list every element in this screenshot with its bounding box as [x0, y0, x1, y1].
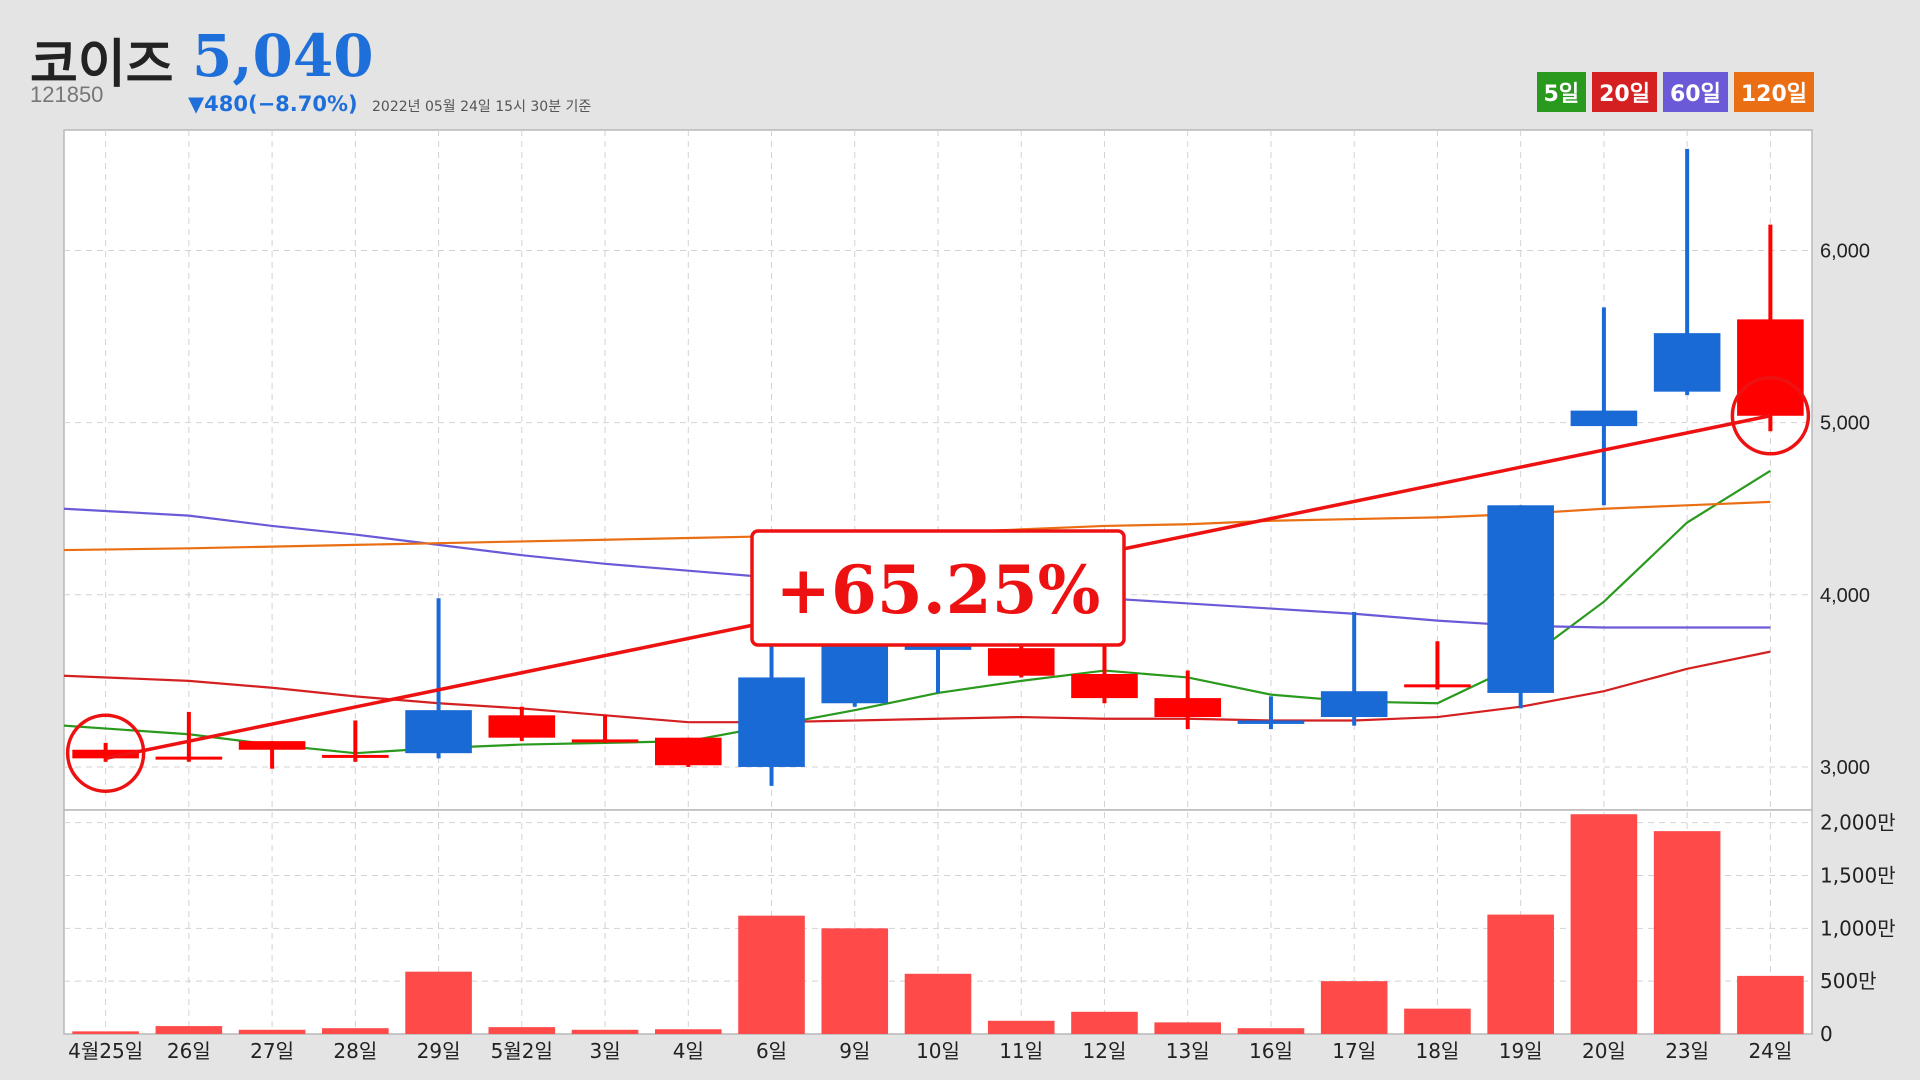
volume-bar [571, 1029, 639, 1034]
candle-body [72, 749, 139, 759]
x-tick-label: 4일 [673, 1039, 704, 1063]
legend-ma5: 5일 [1536, 72, 1587, 112]
highlight-circle [65, 713, 146, 793]
candle-body [1487, 505, 1554, 693]
volume-bar [1737, 975, 1804, 1034]
x-tick-label: 24일 [1748, 1039, 1792, 1063]
candle-body [488, 715, 556, 738]
legend-ma60: 60일 [1662, 72, 1728, 112]
volume-tick-label: 2,000만 [1820, 811, 1896, 835]
candle-body [1653, 333, 1721, 392]
x-tick-label: 23일 [1665, 1039, 1709, 1063]
ma-line-20일 [63, 650, 1771, 724]
candle-body [738, 677, 805, 767]
volume-bar [155, 1026, 223, 1034]
volume-bar [322, 1028, 389, 1034]
x-tick-label: 11일 [999, 1039, 1043, 1063]
x-tick-label: 13일 [1166, 1039, 1210, 1063]
candle-body [405, 710, 472, 754]
volume-bar [405, 971, 472, 1034]
volume-bar [654, 1029, 722, 1034]
volume-bar [72, 1031, 139, 1034]
candle-body [1570, 410, 1638, 427]
candle-body [155, 756, 223, 760]
volume-bar [238, 1029, 306, 1034]
legend-ma120: 120일 [1733, 72, 1814, 112]
current-price: 5,040 [192, 22, 374, 90]
stock-code: 121850 [30, 82, 104, 107]
x-tick-label: 18일 [1415, 1039, 1459, 1063]
volume-bar [488, 1027, 556, 1034]
price-tick-label: 3,000 [1820, 757, 1870, 779]
candle-body [1237, 720, 1305, 724]
volume-tick-label: 500만 [1820, 969, 1877, 993]
candle-body [1404, 684, 1471, 688]
x-tick-label: 10일 [916, 1039, 960, 1063]
x-tick-label: 17일 [1332, 1039, 1376, 1063]
volume-tick-label: 0 [1820, 1022, 1833, 1046]
candle-body [1320, 691, 1388, 718]
x-tick-label: 27일 [250, 1039, 294, 1063]
candle-body [571, 739, 639, 743]
price-change: ▼480(−8.70%) [188, 92, 358, 116]
volume-bar [1487, 914, 1554, 1034]
volume-bar [987, 1020, 1055, 1034]
x-tick-label: 9일 [839, 1039, 870, 1063]
volume-bar [1320, 981, 1388, 1034]
volume-bar [1071, 1011, 1138, 1034]
candle-body [238, 741, 306, 750]
x-tick-label: 28일 [333, 1039, 377, 1063]
price-tick-label: 6,000 [1820, 241, 1870, 263]
gain-annotation-label: +65.25% [776, 551, 1101, 629]
x-tick-label: 20일 [1582, 1039, 1626, 1063]
volume-tick-label: 1,000만 [1820, 916, 1896, 940]
volume-bar [1237, 1028, 1305, 1034]
x-tick-label: 12일 [1083, 1039, 1127, 1063]
candle-body [322, 754, 389, 758]
moving-average-legend: 5일 20일 60일 120일 [1536, 72, 1814, 112]
x-tick-label: 19일 [1499, 1039, 1543, 1063]
volume-bar [1570, 814, 1638, 1034]
x-tick-label: 5월2일 [491, 1039, 553, 1063]
volume-bar [904, 973, 972, 1034]
volume-bar [821, 928, 889, 1034]
x-tick-label: 26일 [167, 1039, 211, 1063]
candle-body [1154, 698, 1222, 718]
x-tick-label: 16일 [1249, 1039, 1293, 1063]
x-tick-label: 3일 [589, 1039, 620, 1063]
candle-body [1737, 319, 1804, 416]
candle-body [821, 643, 889, 704]
highlight-circle [1730, 376, 1811, 456]
stock-name: 코이즈 [30, 35, 174, 95]
candle-body [654, 737, 722, 766]
x-tick-label: 4월25일 [68, 1039, 143, 1063]
volume-tick-label: 1,500만 [1820, 864, 1896, 888]
x-tick-label: 29일 [417, 1039, 461, 1063]
x-tick-label: 6일 [756, 1039, 787, 1063]
price-tick-label: 4,000 [1820, 585, 1870, 607]
gain-annotation-box [750, 529, 1126, 647]
timestamp: 2022년 05월 24일 15시 30분 기준 [372, 99, 592, 115]
volume-bar [1653, 831, 1721, 1034]
volume-bar [738, 915, 805, 1034]
price-tick-label: 5,000 [1820, 413, 1870, 435]
legend-ma20: 20일 [1592, 72, 1657, 112]
volume-bar [1154, 1022, 1222, 1034]
candle-body [1071, 674, 1138, 699]
volume-bar [1404, 1008, 1471, 1034]
candle-body [987, 648, 1055, 676]
